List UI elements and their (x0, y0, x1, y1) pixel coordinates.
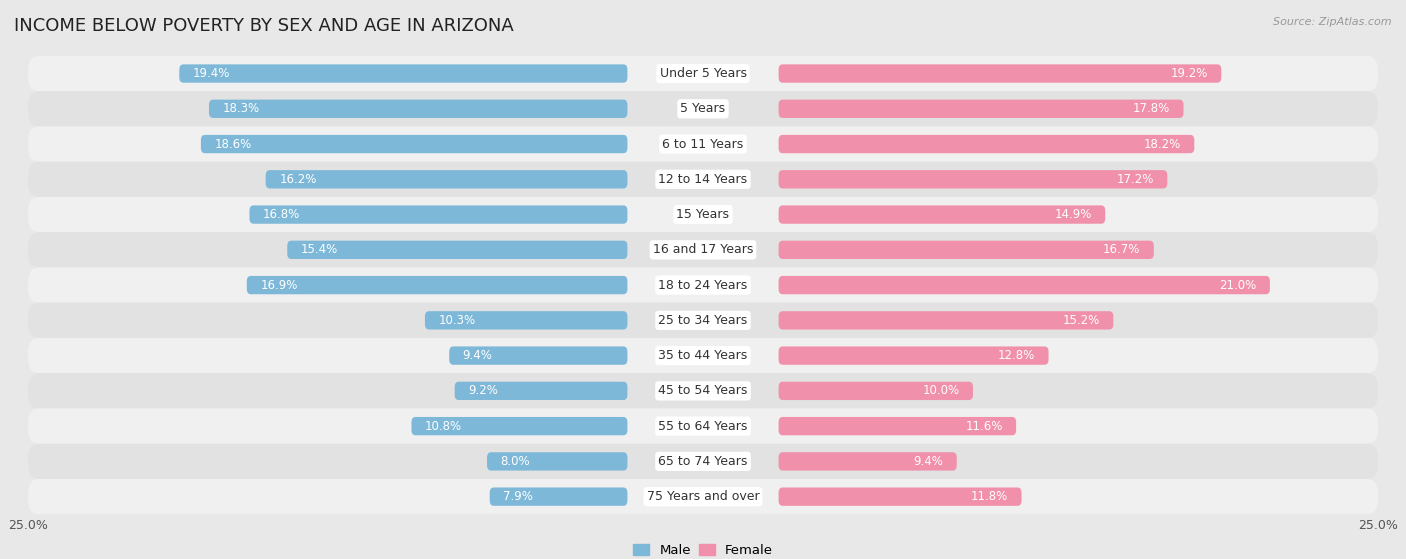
FancyBboxPatch shape (779, 382, 973, 400)
Text: 9.4%: 9.4% (914, 455, 943, 468)
Text: 8.0%: 8.0% (501, 455, 530, 468)
Text: 12 to 14 Years: 12 to 14 Years (658, 173, 748, 186)
Text: 15.4%: 15.4% (301, 243, 337, 257)
Text: 19.4%: 19.4% (193, 67, 231, 80)
FancyBboxPatch shape (28, 267, 1378, 303)
FancyBboxPatch shape (209, 100, 627, 118)
Text: 16.9%: 16.9% (260, 278, 298, 292)
FancyBboxPatch shape (454, 382, 627, 400)
FancyBboxPatch shape (779, 347, 1049, 365)
FancyBboxPatch shape (180, 64, 627, 83)
Text: 12.8%: 12.8% (998, 349, 1035, 362)
Text: 11.6%: 11.6% (966, 420, 1002, 433)
FancyBboxPatch shape (201, 135, 627, 153)
FancyBboxPatch shape (779, 100, 1184, 118)
FancyBboxPatch shape (28, 162, 1378, 197)
Text: 9.4%: 9.4% (463, 349, 492, 362)
FancyBboxPatch shape (28, 232, 1378, 267)
FancyBboxPatch shape (28, 303, 1378, 338)
Text: 15.2%: 15.2% (1063, 314, 1099, 327)
Text: 11.8%: 11.8% (970, 490, 1008, 503)
Text: INCOME BELOW POVERTY BY SEX AND AGE IN ARIZONA: INCOME BELOW POVERTY BY SEX AND AGE IN A… (14, 17, 513, 35)
Text: 6 to 11 Years: 6 to 11 Years (662, 138, 744, 150)
Text: 16 and 17 Years: 16 and 17 Years (652, 243, 754, 257)
Text: 21.0%: 21.0% (1219, 278, 1257, 292)
FancyBboxPatch shape (779, 241, 1154, 259)
FancyBboxPatch shape (779, 311, 1114, 329)
Text: Source: ZipAtlas.com: Source: ZipAtlas.com (1274, 17, 1392, 27)
Text: 15 Years: 15 Years (676, 208, 730, 221)
Text: 65 to 74 Years: 65 to 74 Years (658, 455, 748, 468)
FancyBboxPatch shape (412, 417, 627, 435)
FancyBboxPatch shape (425, 311, 627, 329)
Text: 55 to 64 Years: 55 to 64 Years (658, 420, 748, 433)
FancyBboxPatch shape (779, 487, 1022, 506)
Text: 14.9%: 14.9% (1054, 208, 1091, 221)
Text: 16.2%: 16.2% (280, 173, 316, 186)
FancyBboxPatch shape (28, 91, 1378, 126)
Text: 18.3%: 18.3% (222, 102, 260, 115)
Text: 9.2%: 9.2% (468, 385, 498, 397)
Legend: Male, Female: Male, Female (627, 539, 779, 559)
FancyBboxPatch shape (28, 479, 1378, 514)
FancyBboxPatch shape (779, 64, 1222, 83)
FancyBboxPatch shape (779, 452, 956, 471)
FancyBboxPatch shape (28, 56, 1378, 91)
FancyBboxPatch shape (779, 417, 1017, 435)
Text: 45 to 54 Years: 45 to 54 Years (658, 385, 748, 397)
FancyBboxPatch shape (266, 170, 627, 188)
Text: 75 Years and over: 75 Years and over (647, 490, 759, 503)
Text: 18 to 24 Years: 18 to 24 Years (658, 278, 748, 292)
Text: 10.0%: 10.0% (922, 385, 959, 397)
Text: 7.9%: 7.9% (503, 490, 533, 503)
Text: 10.3%: 10.3% (439, 314, 475, 327)
FancyBboxPatch shape (779, 170, 1167, 188)
FancyBboxPatch shape (779, 276, 1270, 294)
FancyBboxPatch shape (779, 135, 1194, 153)
FancyBboxPatch shape (247, 276, 627, 294)
Text: 35 to 44 Years: 35 to 44 Years (658, 349, 748, 362)
Text: 25 to 34 Years: 25 to 34 Years (658, 314, 748, 327)
FancyBboxPatch shape (28, 444, 1378, 479)
Text: 18.2%: 18.2% (1143, 138, 1181, 150)
Text: 16.8%: 16.8% (263, 208, 301, 221)
FancyBboxPatch shape (489, 487, 627, 506)
FancyBboxPatch shape (287, 241, 627, 259)
Text: 17.2%: 17.2% (1116, 173, 1154, 186)
FancyBboxPatch shape (28, 338, 1378, 373)
Text: 10.8%: 10.8% (425, 420, 463, 433)
FancyBboxPatch shape (28, 373, 1378, 409)
FancyBboxPatch shape (28, 409, 1378, 444)
Text: Under 5 Years: Under 5 Years (659, 67, 747, 80)
Text: 17.8%: 17.8% (1133, 102, 1170, 115)
Text: 18.6%: 18.6% (214, 138, 252, 150)
FancyBboxPatch shape (486, 452, 627, 471)
FancyBboxPatch shape (249, 205, 627, 224)
FancyBboxPatch shape (779, 205, 1105, 224)
Text: 19.2%: 19.2% (1170, 67, 1208, 80)
Text: 16.7%: 16.7% (1102, 243, 1140, 257)
Text: 5 Years: 5 Years (681, 102, 725, 115)
FancyBboxPatch shape (28, 126, 1378, 162)
FancyBboxPatch shape (450, 347, 627, 365)
FancyBboxPatch shape (28, 197, 1378, 232)
